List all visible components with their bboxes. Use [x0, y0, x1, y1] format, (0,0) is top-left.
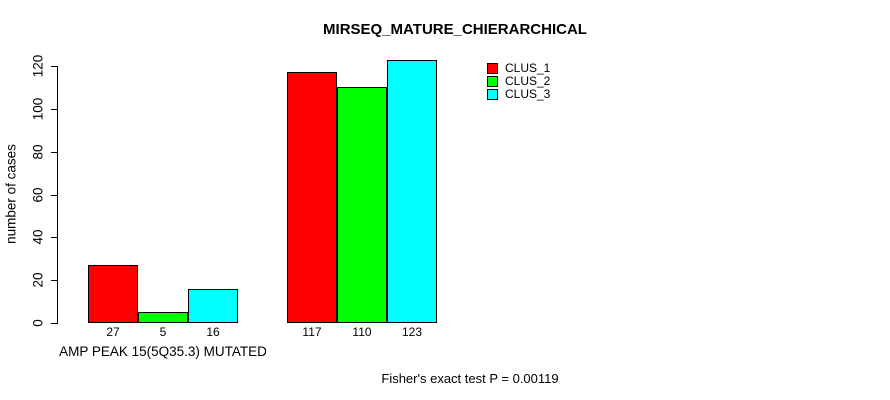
- legend-item: CLUS_2: [487, 75, 550, 88]
- legend-label: CLUS_3: [505, 87, 551, 101]
- legend: CLUS_1 CLUS_2 CLUS_3: [487, 62, 550, 101]
- legend-item: CLUS_1: [487, 62, 550, 75]
- bar-clus_3-group1: [188, 289, 238, 323]
- bar-value-label: 5: [159, 325, 167, 339]
- y-axis-tick: [51, 237, 57, 238]
- bar-clus_2-group1: [138, 312, 188, 323]
- y-axis-tick: [51, 323, 57, 324]
- y-axis-tick-label: 100: [30, 97, 46, 121]
- bar-value-label: 117: [302, 325, 322, 339]
- legend-swatch: [487, 63, 498, 74]
- fisher-test-annotation: Fisher's exact test P = 0.00119: [381, 371, 559, 386]
- y-axis-label: number of cases: [3, 144, 19, 244]
- x-category-label: AMP PEAK 15(5Q35.3) MUTATED: [59, 344, 267, 359]
- bar-clus_1-group1: [88, 265, 138, 323]
- chart-title: MIRSEQ_MATURE_CHIERARCHICAL: [323, 21, 587, 38]
- bar-clus_3-group2: [387, 60, 437, 323]
- y-axis-tick: [51, 280, 57, 281]
- y-axis-tick-label: 40: [30, 229, 46, 245]
- bar-value-label: 27: [106, 325, 120, 339]
- legend-swatch: [487, 76, 498, 87]
- legend-swatch: [487, 89, 498, 100]
- legend-label: CLUS_1: [505, 61, 551, 75]
- y-axis-tick: [51, 66, 57, 67]
- y-axis-tick-label: 0: [30, 319, 46, 327]
- bar-value-label: 123: [401, 325, 423, 339]
- bar-value-label: 16: [206, 325, 220, 339]
- bar-clus_2-group2: [337, 87, 387, 323]
- bar-clus_1-group2: [287, 72, 337, 323]
- y-axis-tick: [51, 195, 57, 196]
- y-axis-tick: [51, 109, 57, 110]
- y-axis-tick: [51, 152, 57, 153]
- y-axis-tick-label: 20: [30, 272, 46, 288]
- legend-item: CLUS_3: [487, 88, 550, 101]
- y-axis-tick-label: 80: [30, 144, 46, 160]
- legend-label: CLUS_2: [505, 74, 551, 88]
- y-axis-line: [57, 66, 58, 324]
- bar-value-label: 110: [352, 325, 372, 339]
- y-axis-tick-label: 60: [30, 187, 46, 203]
- y-axis-tick-label: 120: [30, 54, 46, 78]
